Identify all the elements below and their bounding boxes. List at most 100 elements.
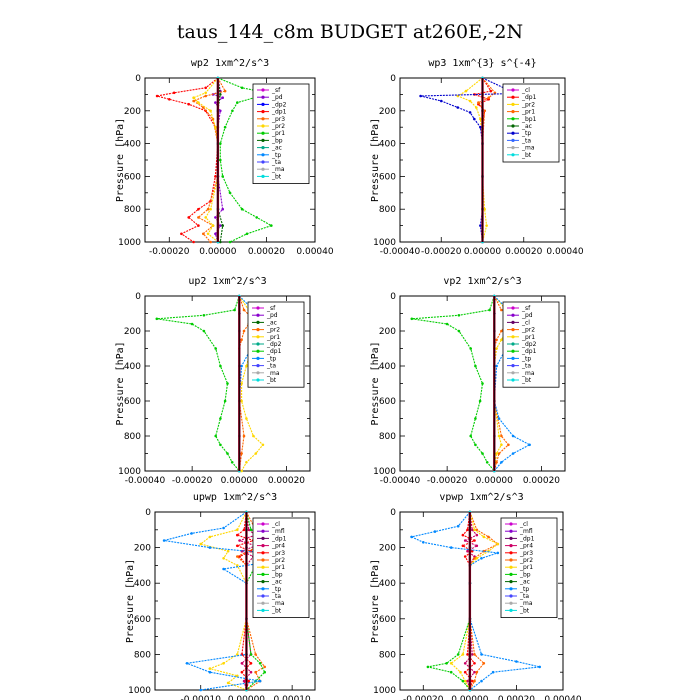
data-point (475, 528, 479, 532)
legend-marker (261, 572, 265, 577)
data-point (236, 544, 239, 548)
data-point (202, 329, 206, 333)
data-point (223, 89, 227, 93)
data-point (211, 224, 215, 227)
data-point (500, 308, 503, 312)
data-point (426, 665, 430, 669)
data-point (219, 142, 222, 145)
data-point (461, 533, 465, 537)
data-point (456, 524, 460, 528)
legend-entry: _dp1 (521, 94, 537, 101)
legend-marker (261, 580, 265, 584)
data-point (236, 101, 239, 104)
data-point (245, 232, 249, 236)
data-point (208, 667, 212, 670)
legend-entry: _bt (521, 377, 532, 384)
data-point (440, 99, 443, 103)
legend-entry: _cl (271, 521, 280, 528)
legend: _sf_pd_dp2_dp1_pr3_pr2_pr1_bp_ac_tp_ta_m… (252, 83, 310, 184)
y-tick-label: 400 (124, 362, 141, 372)
data-point (473, 670, 476, 674)
legend-marker (511, 356, 515, 360)
data-point (410, 535, 413, 539)
legend-marker (509, 558, 513, 562)
data-point (208, 535, 212, 539)
x-tick-label: 0.00020 (498, 695, 535, 700)
x-tick-label: -0.00040 (125, 476, 166, 486)
y-tick-label: 400 (124, 140, 141, 150)
data-point (226, 549, 230, 553)
x-tick-label: -0.00020 (427, 476, 468, 486)
data-point (192, 96, 195, 99)
legend-entry: _ma (521, 145, 535, 152)
data-point (479, 117, 482, 121)
y-tick-label: 800 (134, 650, 151, 660)
legend-marker (256, 335, 260, 339)
data-point (249, 670, 253, 674)
legend-entry: _ma (519, 600, 533, 607)
legend-marker (261, 587, 265, 591)
data-point (475, 670, 479, 674)
y-tick-label: 600 (124, 397, 141, 407)
data-point (258, 679, 262, 683)
data-point (254, 452, 258, 455)
data-point (222, 526, 225, 530)
data-point (219, 109, 222, 113)
data-point (500, 443, 503, 447)
data-point (190, 532, 193, 535)
data-point (466, 653, 469, 656)
y-tick-label: 200 (124, 327, 141, 337)
legend-marker (261, 146, 265, 150)
data-point (468, 111, 472, 114)
x-tick-label: 0.00020 (505, 247, 542, 257)
legend-entry: _ma (266, 370, 280, 377)
data-point (219, 417, 222, 420)
legend-marker (509, 608, 513, 613)
y-tick-label: 600 (124, 172, 141, 182)
legend-marker (511, 371, 515, 375)
data-point (214, 347, 217, 350)
legend-entry: _ac (519, 579, 530, 586)
y-tick-label: 200 (379, 107, 396, 117)
legend-entry: _sf (266, 305, 276, 312)
legend-marker (509, 572, 513, 577)
data-point (538, 665, 541, 669)
data-point (226, 452, 229, 455)
legend-marker (261, 529, 265, 533)
data-point (236, 564, 239, 567)
data-point (500, 461, 503, 464)
legend-marker (511, 313, 515, 317)
y-tick-label: 0 (390, 508, 396, 518)
data-point (478, 399, 482, 403)
series-line (163, 511, 302, 691)
legend-marker (511, 153, 515, 157)
legend-entry: _pr1 (271, 564, 285, 571)
data-point (497, 417, 501, 420)
data-point (221, 224, 224, 227)
data-point (245, 364, 248, 368)
legend-marker (511, 117, 515, 121)
legend-marker (511, 328, 515, 332)
data-point (457, 329, 461, 333)
legend-marker (261, 167, 265, 171)
y-tick-label: 400 (379, 140, 396, 150)
x-tick-label: 0.00020 (268, 476, 305, 486)
series-line (156, 77, 219, 243)
data-point (481, 452, 484, 455)
legend-marker (261, 138, 265, 142)
legend-entry: _dp2 (266, 341, 282, 348)
legend-entry: _bp (519, 571, 531, 578)
data-point (155, 317, 159, 321)
data-point (469, 434, 473, 438)
legend-entry: _pr3 (271, 116, 285, 123)
legend-marker (511, 110, 515, 114)
data-point (482, 535, 486, 539)
data-point (206, 207, 210, 211)
data-point (219, 93, 222, 96)
data-point (255, 216, 258, 219)
legend-marker (261, 153, 265, 157)
y-tick-label: 600 (134, 615, 151, 625)
legend-entry: _tp (519, 586, 529, 593)
data-point (206, 232, 210, 236)
